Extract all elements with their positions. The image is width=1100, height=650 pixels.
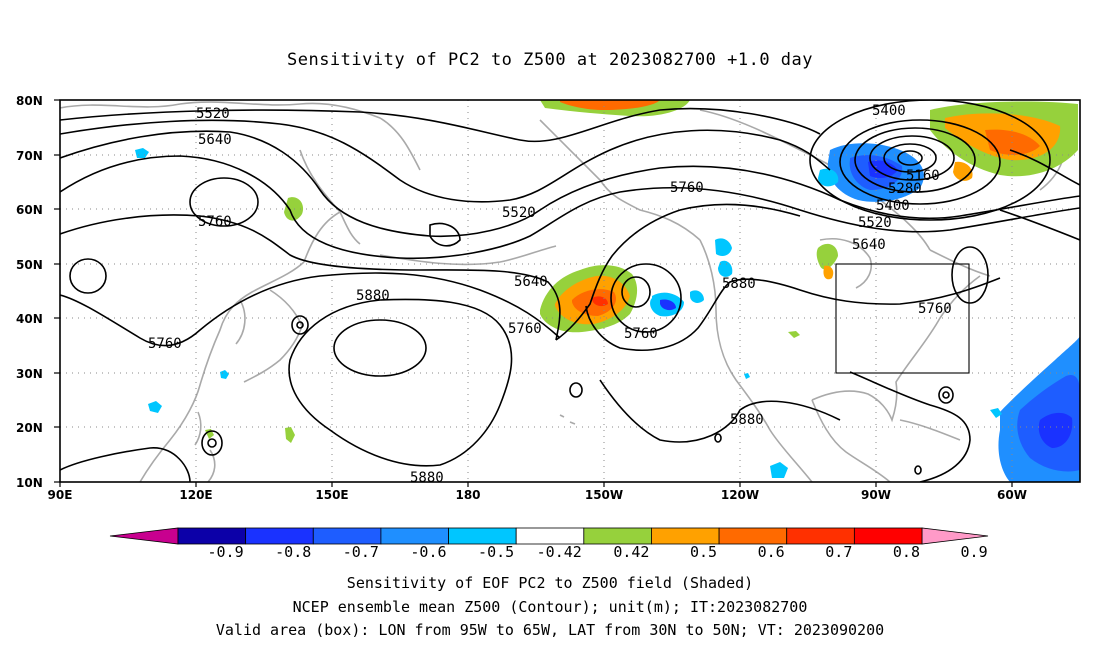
footer-line-1: Sensitivity of EOF PC2 to Z500 field (Sh… [346,574,754,592]
colorbar-box [380,527,449,545]
contour-label: 5760 [148,336,182,352]
contour-label: 5520 [858,215,892,231]
lon-label: 120W [721,488,759,502]
contour-label: 5400 [872,103,906,119]
colorbar-box [583,527,652,545]
contour-label: 5280 [888,181,922,197]
gridlines [60,100,1080,482]
lat-label: 20N [16,421,43,435]
footer-line-3: Valid area (box): LON from 95W to 65W, L… [215,621,885,639]
colorbar-box [786,527,855,545]
lon-label: 90E [48,488,73,502]
valid-area-box [835,263,970,374]
colorbar-high-arrow [921,527,989,545]
contour-label: 5880 [410,470,444,486]
colorbar-boxes [177,527,923,545]
coastlines [60,101,1066,482]
colorbar-label: 0.8 [893,543,920,561]
longitude-labels: 90E 120E 150E 180 150W 120W 90W 60W [48,488,1027,502]
colorbar-label: -0.6 [410,543,446,561]
lon-label: 90W [861,488,891,502]
contour-label: 5880 [722,276,756,292]
lon-label: 150E [315,488,348,502]
colorbar-box [177,527,247,545]
colorbar-box [515,527,585,545]
lon-label: 60W [997,488,1027,502]
colorbar-box [718,527,788,545]
contour-label: 5760 [670,180,704,196]
footer-line-2: NCEP ensemble mean Z500 (Contour); unit(… [292,598,808,616]
colorbar-label: 0.5 [690,543,717,561]
colorbar-label: -0.42 [537,543,582,561]
lat-label: 70N [16,149,43,163]
colorbar-label: 0.42 [613,543,649,561]
contour-label: 5760 [918,301,952,317]
lon-label: 180 [455,488,480,502]
contour-label: 5880 [356,288,390,304]
lat-label: 50N [16,258,43,272]
lat-label: 60N [16,203,43,217]
contour-label: 5520 [502,205,536,221]
lon-label: 150W [585,488,623,502]
map-plot-area: 5520 5640 5760 5520 5760 5640 5760 5880 … [60,100,1080,486]
colorbar-labels: -0.9 -0.8 -0.7 -0.6 -0.5 -0.42 0.42 0.5 0.6 0.7 0.… [208,543,988,561]
colorbar-label: 0.6 [758,543,785,561]
z500-contours [60,100,1080,482]
map-frame [59,99,1081,483]
colorbar-label: -0.9 [208,543,244,561]
latitude-labels: 80N 70N 60N 50N 40N 30N 20N 10N [16,94,43,490]
colorbar-box [651,527,720,545]
colorbar-label: -0.5 [478,543,514,561]
colorbar-label: 0.7 [825,543,852,561]
contour-label: 5640 [852,237,886,253]
colorbar-box [245,527,314,545]
colorbar: -0.9 -0.8 -0.7 -0.6 -0.5 -0.42 0.42 0.5 0.6 0.7 0.… [109,527,989,561]
contour-label: 5640 [514,274,548,290]
colorbar-box [448,527,517,545]
contour-label: 5400 [876,198,910,214]
contour-label: 5640 [198,132,232,148]
colorbar-label: -0.7 [343,543,379,561]
contour-label: 5760 [624,326,658,342]
sensitivity-shading [135,100,1080,482]
lat-label: 80N [16,94,43,108]
lat-label: 10N [16,476,43,490]
colorbar-label: -0.8 [275,543,311,561]
contour-labels: 5520 5640 5760 5520 5760 5640 5760 5880 … [148,103,952,486]
lat-label: 40N [16,312,43,326]
axis-ticks [54,99,1013,487]
colorbar-box [312,527,382,545]
colorbar-box [853,527,923,545]
contour-label: 5880 [730,412,764,428]
plot-title: Sensitivity of PC2 to Z500 at 2023082700… [286,50,813,70]
colorbar-label: 0.9 [961,543,988,561]
lat-label: 30N [16,367,43,381]
colorbar-low-arrow [109,527,179,545]
contour-label: 5760 [508,321,542,337]
contour-label: 5520 [196,106,230,122]
lon-label: 120E [179,488,212,502]
contour-label: 5760 [198,214,232,230]
contour-label: 5160 [906,168,940,184]
